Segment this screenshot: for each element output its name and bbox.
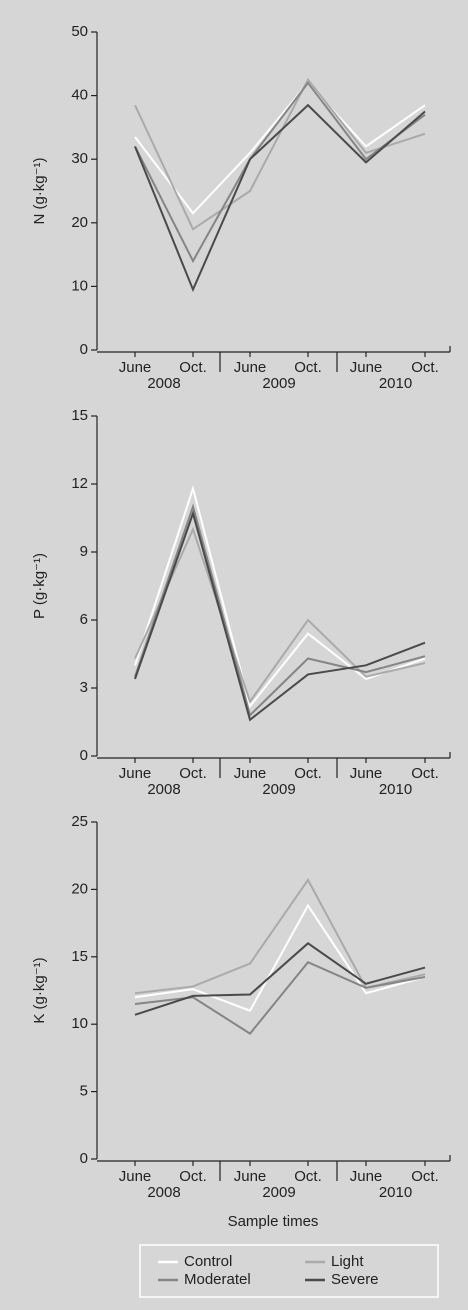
series-line: [134, 103, 426, 293]
series-line: [134, 903, 426, 1012]
legend-label: Moderatel: [184, 1271, 251, 1288]
x-tick-label: June: [119, 359, 152, 376]
x-tick-label: June: [119, 765, 152, 782]
y-axis-label: N (g·kg⁻¹): [31, 157, 48, 224]
y-tick-label: 40: [71, 87, 88, 104]
y-tick-label: 15: [71, 407, 88, 424]
year-label: 2010: [379, 1184, 412, 1201]
x-tick-label: Oct.: [179, 765, 207, 782]
y-tick-label: 6: [80, 611, 88, 628]
y-tick-label: 20: [71, 880, 88, 897]
x-tick-label: Oct.: [411, 359, 439, 376]
series-line: [134, 510, 426, 722]
x-tick-label: Oct.: [294, 765, 322, 782]
x-tick-label: June: [234, 359, 267, 376]
x-axis-label: Sample times: [228, 1213, 319, 1230]
y-axis-label: K (g·kg⁻¹): [31, 957, 48, 1023]
x-tick-label: Oct.: [294, 1168, 322, 1185]
x-tick-label: Oct.: [411, 765, 439, 782]
year-label: 2008: [147, 781, 180, 798]
y-axis-label: P (g·kg⁻¹): [31, 553, 48, 619]
y-tick-label: 50: [71, 23, 88, 40]
legend-label: Control: [184, 1253, 232, 1270]
year-label: 2009: [262, 1184, 295, 1201]
y-tick-label: 0: [80, 341, 88, 358]
series-line: [134, 960, 426, 1035]
x-tick-label: June: [350, 1168, 383, 1185]
series-line: [134, 77, 426, 231]
y-tick-label: 25: [71, 813, 88, 830]
legend-label: Light: [331, 1253, 364, 1270]
year-label: 2010: [379, 781, 412, 798]
x-tick-label: Oct.: [411, 1168, 439, 1185]
y-tick-label: 10: [71, 1015, 88, 1032]
x-tick-label: Oct.: [179, 1168, 207, 1185]
y-tick-label: 5: [80, 1083, 88, 1100]
y-tick-label: 3: [80, 679, 88, 696]
year-label: 2008: [147, 1184, 180, 1201]
x-tick-label: June: [119, 1168, 152, 1185]
y-tick-label: 0: [80, 747, 88, 764]
year-label: 2010: [379, 375, 412, 392]
x-tick-label: Oct.: [294, 359, 322, 376]
year-label: 2009: [262, 781, 295, 798]
y-tick-label: 10: [71, 277, 88, 294]
y-tick-label: 0: [80, 1150, 88, 1167]
x-tick-label: June: [234, 1168, 267, 1185]
x-tick-label: June: [350, 765, 383, 782]
legend-label: Severe: [331, 1271, 379, 1288]
x-tick-label: June: [234, 765, 267, 782]
series-line: [134, 503, 426, 718]
series-line: [134, 484, 426, 709]
year-label: 2009: [262, 375, 295, 392]
y-tick-label: 30: [71, 150, 88, 167]
y-tick-label: 9: [80, 543, 88, 560]
y-tick-label: 12: [71, 475, 88, 492]
year-label: 2008: [147, 375, 180, 392]
series-line: [134, 878, 426, 995]
series-line: [134, 942, 426, 1016]
y-tick-label: 20: [71, 214, 88, 231]
x-tick-label: Oct.: [179, 359, 207, 376]
series-line: [134, 81, 426, 264]
series-line: [134, 81, 426, 215]
x-tick-label: June: [350, 359, 383, 376]
y-tick-label: 15: [71, 948, 88, 965]
series-line: [134, 526, 426, 704]
legend-box: [139, 1244, 439, 1298]
